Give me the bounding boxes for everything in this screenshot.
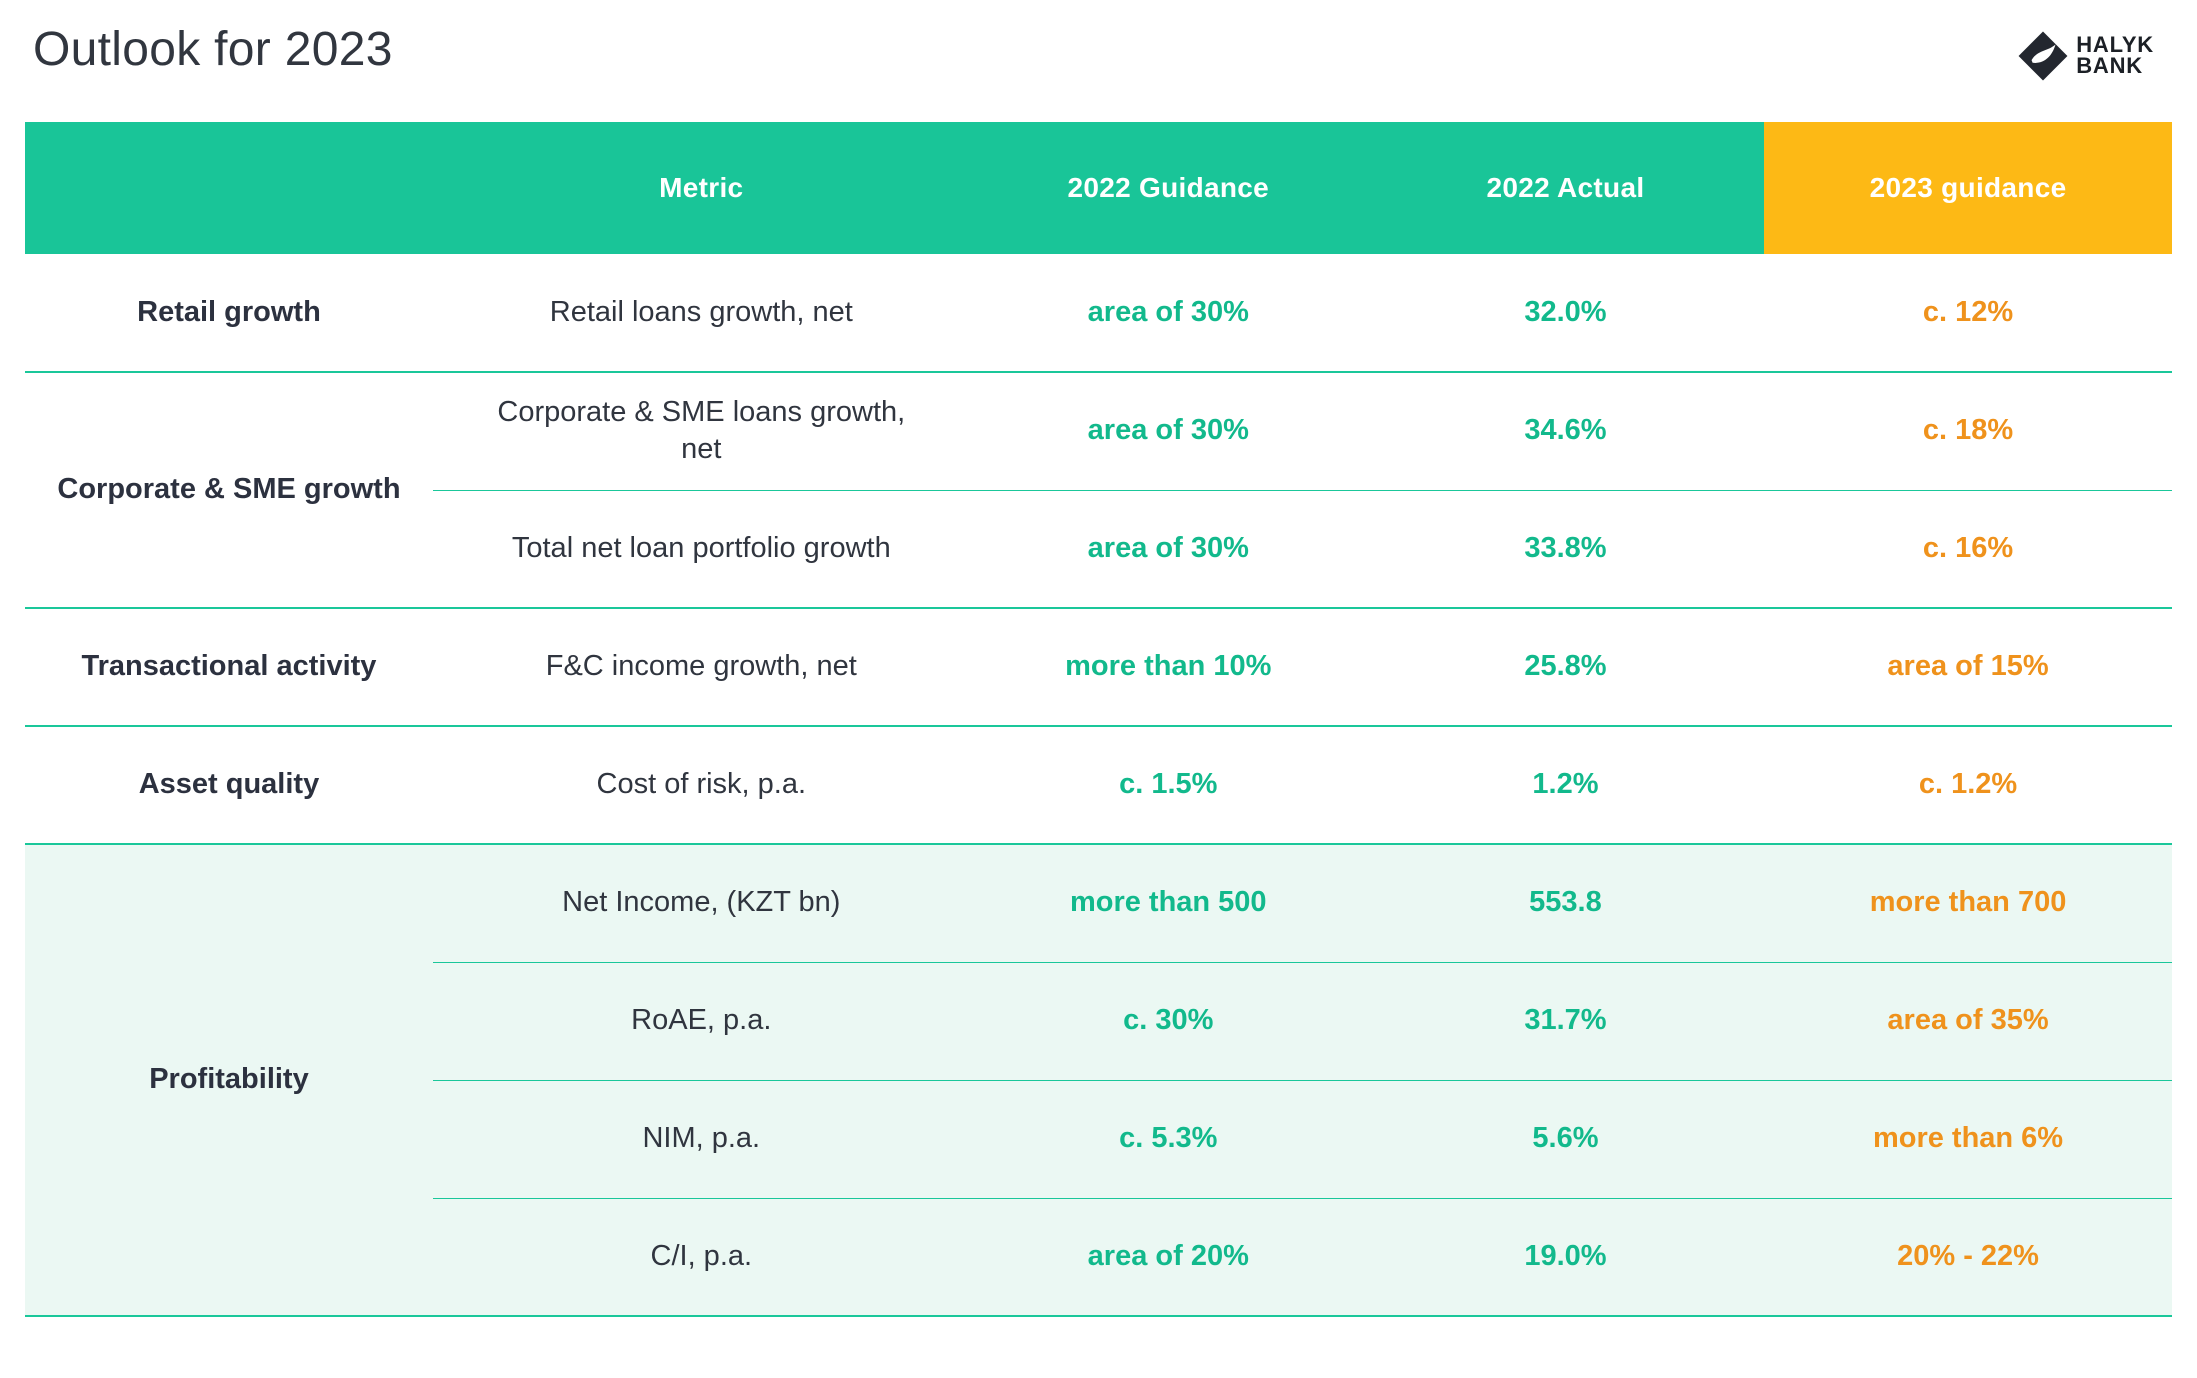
actual-2022-cell: 5.6% [1366,1079,1765,1198]
table-row: Profitability Net Income, (KZT bn) more … [25,844,2172,1317]
actual-2022-cell: 1.2% [1366,726,1765,845]
metric-cell: NIM, p.a. [432,1079,970,1198]
guidance-2023-cell: c. 1.2% [1764,726,2172,845]
guidance-2022-cell: area of 20% [969,1197,1367,1317]
table-row: RoAE, p.a. c. 30% 31.7% area of 35% [25,961,2172,1080]
guidance-2022-cell: more than 500 [969,844,1367,962]
guidance-2022-cell: area of 30% [1087,414,1249,447]
table-row: Transactional activity F&C income growth… [25,608,2172,727]
actual-2022-cell: 32.0% [1366,254,1765,373]
guidance-2022-cell: more than 10% [969,608,1367,727]
metric-cell: RoAE, p.a. [432,961,970,1080]
guidance-2022-cell: c. 1.5% [969,726,1367,845]
category-cell: Retail growth [25,254,433,373]
logo-text-line1: HALYK [2076,32,2154,58]
table-row: Asset quality Cost of risk, p.a. c. 1.5%… [25,726,2172,845]
logo-text-line2: BANK [2076,53,2143,78]
col-header-metric: Metric [432,122,970,254]
actual-2022-cell: 25.8% [1366,608,1765,727]
actual-2022-cell: 19.0% [1366,1197,1765,1317]
halyk-diamond-icon [2017,30,2069,82]
halyk-logo: HALYK BANK [2017,30,2154,82]
guidance-2023-cell: more than 700 [1764,844,2172,962]
actual-2022-cell: 33.8% [1366,489,1765,609]
header-row: Metric 2022 Guidance 2022 Actual 2023 gu… [25,122,2172,254]
guidance-2023-cell: more than 6% [1764,1079,2172,1198]
metric-cell: Retail loans growth, net [432,254,970,373]
outlook-table: Metric 2022 Guidance 2022 Actual 2023 gu… [25,122,2172,1317]
table-row: C/I, p.a. area of 20% 19.0% 20% - 22% [25,1197,2172,1317]
actual-2022-cell: 34.6% [1524,414,1607,447]
table-row: Total net loan portfolio growth area of … [25,489,2172,609]
guidance-2022-cell: area of 30% [969,254,1367,373]
guidance-2022-cell: c. 30% [969,961,1367,1080]
slide: Outlook for 2023 HALYK BANK [25,22,2172,1317]
guidance-2022-cell: area of 30% [969,489,1367,609]
actual-2022-cell: 31.7% [1366,961,1765,1080]
guidance-2023-cell: area of 35% [1764,961,2172,1080]
page-title: Outlook for 2023 [33,23,393,76]
guidance-2022-cell: c. 5.3% [969,1079,1367,1198]
metric-cell: Cost of risk, p.a. [432,726,970,845]
col-header-category [25,122,433,254]
guidance-2023-cell: c. 16% [1764,489,2172,609]
col-header-2023-guidance: 2023 guidance [1764,122,2172,254]
table-row: NIM, p.a. c. 5.3% 5.6% more than 6% [25,1079,2172,1198]
col-header-2022-actual: 2022 Actual [1366,122,1765,254]
metric-cell: C/I, p.a. [432,1197,970,1317]
category-cell: Transactional activity [25,608,433,727]
table-row: Retail growth Retail loans growth, net a… [25,254,2172,373]
col-header-2022-guidance: 2022 Guidance [969,122,1367,254]
actual-2022-cell: 553.8 [1366,844,1765,962]
guidance-2023-cell: area of 15% [1764,608,2172,727]
category-cell: Asset quality [25,726,433,845]
category-cell: Corporate & SME growth [25,372,433,609]
guidance-2023-cell: c. 18% [1922,414,2014,447]
metric-cell: Corporate & SME loans growth, net [497,395,906,466]
guidance-2023-cell: c. 12% [1764,254,2172,373]
category-cell: Profitability [25,844,433,1317]
logo-text: HALYK BANK [2076,32,2154,78]
table-row: Corporate & SME growth Corporate & SME l… [25,372,2172,609]
metric-cell: F&C income growth, net [432,608,970,727]
metric-cell: Total net loan portfolio growth [432,489,970,609]
guidance-2023-cell: 20% - 22% [1764,1197,2172,1317]
top-bar: Outlook for 2023 HALYK BANK [25,22,2172,82]
metric-cell: Net Income, (KZT bn) [432,844,970,962]
